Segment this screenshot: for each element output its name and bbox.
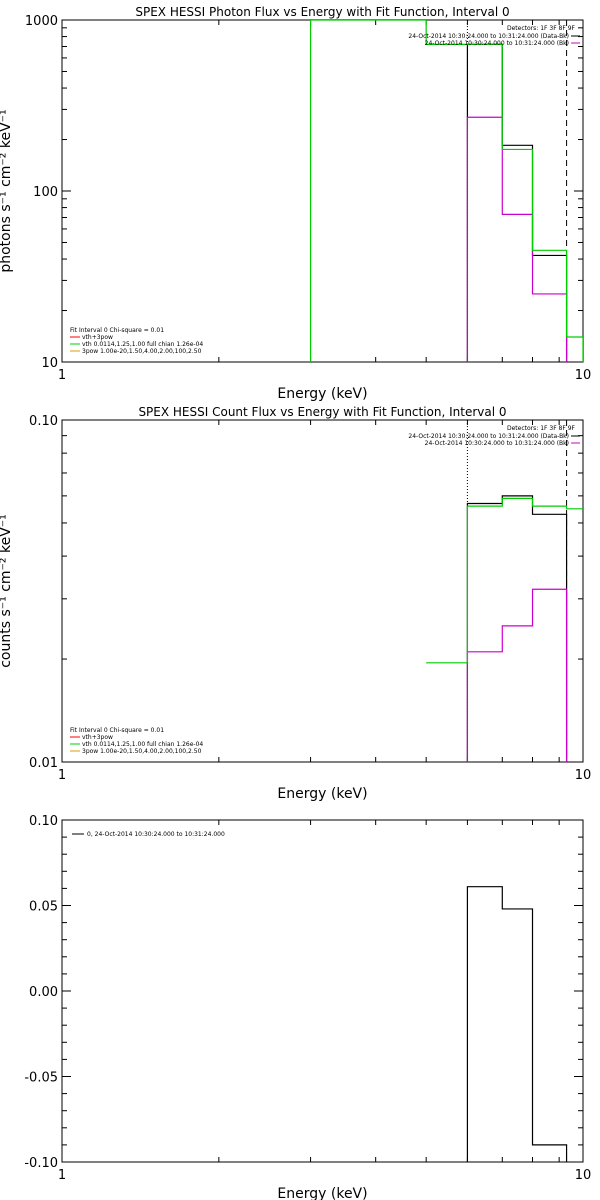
- y-tick-label: 1000: [25, 14, 58, 29]
- right-legend-entry: 24-Oct-2014 10:30:24.000 to 10:31:24.000…: [408, 433, 569, 440]
- x-axis-label: Energy (keV): [277, 786, 367, 802]
- left-legend-entry: 3pow 1.00e-20,1.50,4.00,2.00,100,2.50: [82, 748, 202, 755]
- chart-panel-2: SPEX HESSI Count Flux vs Energy with Fit…: [0, 405, 591, 802]
- y-axis-label: photons s⁻¹ cm⁻² keV⁻¹: [0, 109, 14, 272]
- series-fit: [309, 20, 583, 362]
- x-axis-label: Energy (keV): [277, 1186, 367, 1200]
- plot-frame: [61, 819, 584, 1163]
- series-fit: [426, 497, 583, 664]
- x-tick-label: 10: [575, 1168, 592, 1183]
- series-group: [466, 886, 568, 1162]
- y-tick-label: 0.01: [29, 756, 58, 771]
- left-legend-entry: vth+3pow: [82, 734, 113, 741]
- detectors-label: Detectors: 1F 3F 8F 9F: [507, 25, 576, 32]
- detectors-label: Detectors: 1F 3F 8F 9F: [507, 425, 576, 432]
- left-legend-entry: Fit Interval 0 Chi-square = 0.01: [70, 327, 164, 334]
- y-tick-label: -0.05: [24, 1071, 58, 1086]
- left-legend-entry: vth+3pow: [82, 334, 113, 341]
- x-tick-label: 1: [58, 768, 66, 783]
- series-group: [426, 495, 583, 762]
- series-group: [309, 20, 583, 362]
- series-data-bk: [466, 495, 568, 762]
- x-tick-label: 1: [58, 368, 66, 383]
- x-tick-label: 10: [575, 768, 592, 783]
- right-legend-entry: 24-Oct-2014 10:30:24.000 to 10:31:24.000…: [425, 40, 569, 47]
- y-tick-label: 100: [33, 185, 58, 200]
- chart-panel-3: 1 10 0.10 0.05 0.00 -0.05 -0.10 Energy (keV) 0, …: [24, 814, 591, 1200]
- y-tick-label: 0.10: [29, 414, 58, 429]
- y-axis-label: counts s⁻¹ cm⁻² keV⁻¹: [0, 514, 14, 668]
- series-bk: [466, 588, 568, 762]
- chart-title: SPEX HESSI Photon Flux vs Energy with Fi…: [135, 5, 509, 19]
- y-tick-label: 0.10: [29, 814, 58, 829]
- x-tick-label: 10: [575, 368, 592, 383]
- series-residual: [466, 886, 568, 1162]
- chart-panel-1: SPEX HESSI Photon Flux vs Energy with Fi…: [0, 5, 591, 402]
- right-legend-entry: 24-Oct-2014 10:30:24.000 to 10:31:24.000…: [425, 440, 569, 447]
- plot-frame: [61, 19, 584, 363]
- y-tick-label: 0.05: [29, 900, 58, 915]
- left-legend-entry: 3pow 1.00e-20,1.50,4.00,2.00,100,2.50: [82, 348, 202, 355]
- y-tick-label: -0.10: [24, 1156, 58, 1171]
- top-legend-entry: 0, 24-Oct-2014 10:30:24.000 to 10:31:24.…: [87, 831, 225, 838]
- left-legend-entry: vth 0.0114,1.25,1.00 full chian 1.26e-04: [82, 341, 203, 348]
- plot-frame: [61, 419, 584, 763]
- left-legend-entry: vth 0.0114,1.25,1.00 full chian 1.26e-04: [82, 741, 203, 748]
- x-axis-label: Energy (keV): [277, 386, 367, 402]
- series-bk: [466, 116, 568, 362]
- y-tick-label: 0.00: [29, 985, 58, 1000]
- right-legend-entry: 24-Oct-2014 10:30:24.000 to 10:31:24.000…: [408, 33, 569, 40]
- chart-title: SPEX HESSI Count Flux vs Energy with Fit…: [138, 405, 506, 419]
- y-tick-label: 10: [41, 356, 58, 371]
- x-tick-label: 1: [58, 1168, 66, 1183]
- series-data-bk: [466, 43, 568, 362]
- left-legend-entry: Fit Interval 0 Chi-square = 0.01: [70, 727, 164, 734]
